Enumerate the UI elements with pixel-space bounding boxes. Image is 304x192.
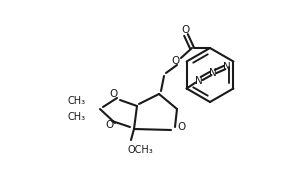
Text: N: N xyxy=(223,61,230,71)
Text: N: N xyxy=(209,68,216,78)
Text: O: O xyxy=(181,25,189,35)
Text: N: N xyxy=(195,75,202,85)
Text: OCH₃: OCH₃ xyxy=(128,145,154,155)
Text: CH₃: CH₃ xyxy=(68,96,86,106)
Text: O: O xyxy=(171,56,179,66)
Text: CH₃: CH₃ xyxy=(68,112,86,122)
Text: O: O xyxy=(178,122,186,132)
Text: O: O xyxy=(105,120,113,130)
Text: O: O xyxy=(110,89,118,99)
